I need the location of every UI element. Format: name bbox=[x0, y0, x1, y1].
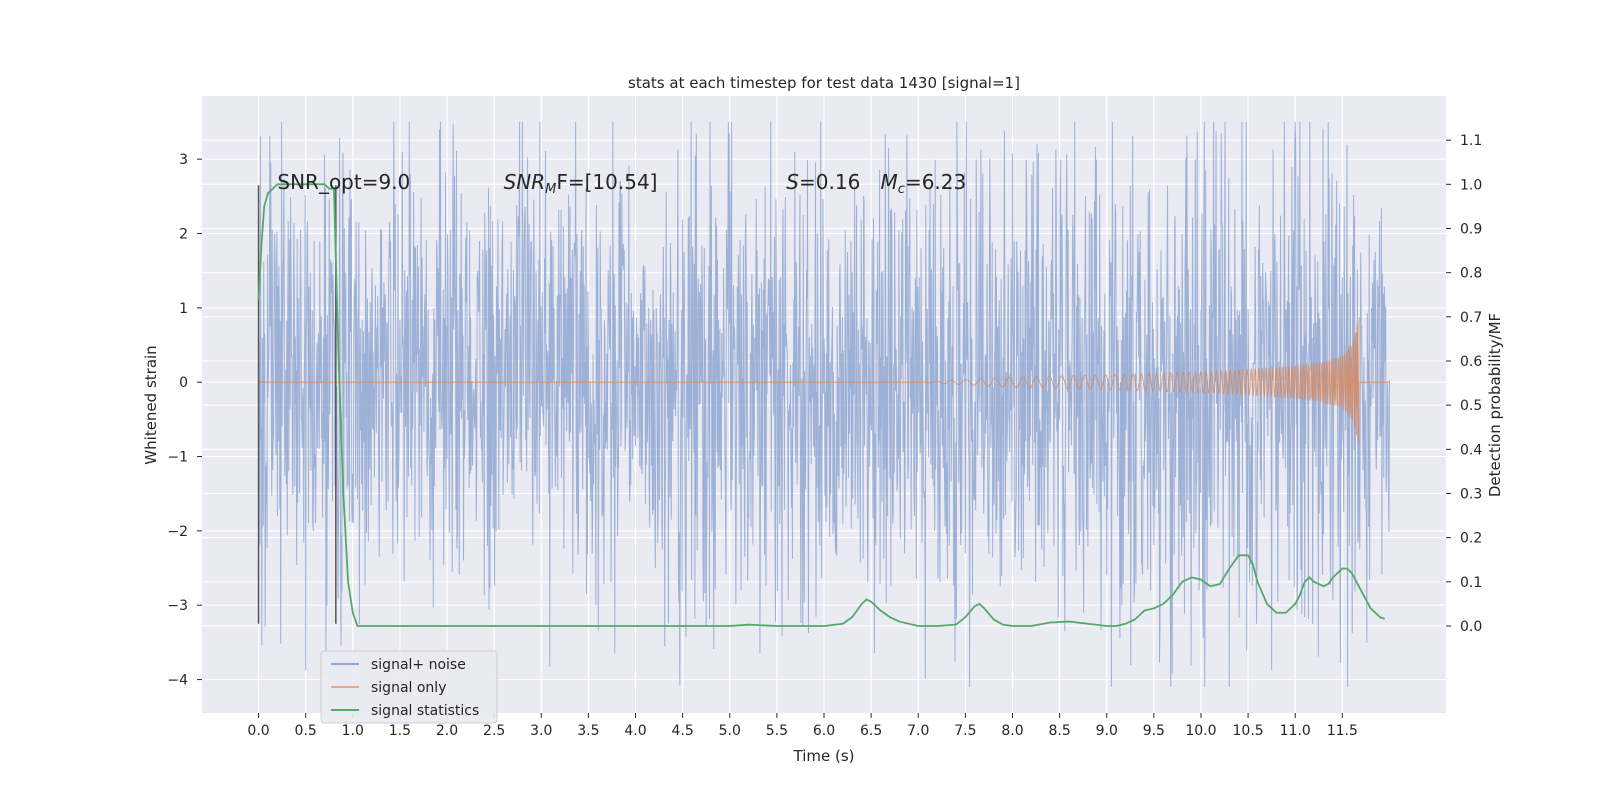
y2-tick-label: 1.0 bbox=[1460, 177, 1482, 193]
x-tick-label: 5.0 bbox=[719, 723, 741, 739]
annotation: SNRMF=[10.54] bbox=[504, 170, 658, 197]
y-axis-ticks: −4 −3 −2 −1 0 1 2 3 bbox=[167, 152, 202, 689]
x-tick-label: 7.5 bbox=[954, 723, 976, 739]
signal-noise-series bbox=[258, 122, 1390, 687]
annotation-main: SNR bbox=[504, 170, 546, 194]
annotations: SNR_opt=9.0 SNRMF=[10.54] S=0.16 Mc=6.23 bbox=[277, 170, 966, 197]
x-tick-label: 2.0 bbox=[436, 723, 458, 739]
y2-tick-label: 0.1 bbox=[1460, 575, 1482, 591]
y2-axis-ticks: 0.0 0.1 0.2 0.3 0.4 0.5 0.6 0.7 0.8 0.9 1.0 1.1 bbox=[1446, 133, 1482, 635]
x-tick-label: 5.5 bbox=[766, 723, 788, 739]
y-tick-label: −4 bbox=[167, 673, 188, 689]
annotation-rest: =0.16 bbox=[799, 170, 860, 194]
legend: signal+ noise signal only signal statistic… bbox=[320, 650, 498, 724]
annotation-main: SNR_opt=9.0 bbox=[277, 170, 410, 194]
x-tick-label: 10.0 bbox=[1185, 723, 1216, 739]
chart-title: stats at each timestep for test data 143… bbox=[628, 74, 1020, 92]
x-tick-label: 6.0 bbox=[813, 723, 835, 739]
series-line bbox=[918, 316, 1360, 444]
y2-tick-label: 0.3 bbox=[1460, 486, 1482, 502]
annotation-sub: c bbox=[898, 182, 905, 197]
x-tick-label: 10.5 bbox=[1233, 723, 1264, 739]
x-tick-label: 3.0 bbox=[530, 723, 552, 739]
annotation-rest: =6.23 bbox=[905, 170, 966, 194]
y-tick-label: 1 bbox=[179, 301, 188, 317]
x-axis-label: Time (s) bbox=[793, 747, 855, 765]
y2-tick-label: 0.0 bbox=[1460, 619, 1482, 635]
series-line bbox=[257, 183, 1386, 627]
y2-tick-label: 0.6 bbox=[1460, 354, 1482, 370]
legend-items: signal+ noise signal only signal statistic… bbox=[331, 657, 479, 719]
legend-label: signal only bbox=[371, 680, 446, 696]
legend-box bbox=[320, 650, 498, 724]
annotation: Mc=6.23 bbox=[881, 170, 967, 197]
y2-tick-label: 0.8 bbox=[1460, 266, 1482, 282]
x-tick-label: 11.5 bbox=[1327, 723, 1358, 739]
legend-label: signal+ noise bbox=[371, 657, 466, 673]
y-tick-label: −2 bbox=[167, 524, 188, 540]
x-tick-label: 4.0 bbox=[624, 723, 646, 739]
x-tick-label: 0.5 bbox=[295, 723, 317, 739]
annotation: S=0.16 bbox=[786, 170, 860, 194]
signal-only-series bbox=[258, 316, 1390, 444]
x-tick-label: 8.5 bbox=[1048, 723, 1070, 739]
x-tick-label: 1.5 bbox=[389, 723, 411, 739]
y2-axis-label: Detection probability/MF bbox=[1486, 313, 1504, 497]
y-tick-label: −1 bbox=[167, 450, 188, 466]
y-tick-label: 3 bbox=[179, 152, 188, 168]
x-tick-label: 9.5 bbox=[1143, 723, 1165, 739]
x-tick-label: 4.5 bbox=[672, 723, 694, 739]
x-tick-label: 1.0 bbox=[342, 723, 364, 739]
x-axis-ticks: 0.0 0.5 1.0 1.5 2.0 2.5 3.0 3.5 4.0 4.5 5.0 5.5 6.0 6… bbox=[247, 713, 1358, 739]
x-tick-label: 9.0 bbox=[1096, 723, 1118, 739]
x-tick-label: 2.5 bbox=[483, 723, 505, 739]
y2-tick-label: 0.4 bbox=[1460, 442, 1482, 458]
series-line bbox=[258, 122, 1390, 687]
y-tick-label: −3 bbox=[167, 598, 188, 614]
y2-tick-label: 1.1 bbox=[1460, 133, 1482, 149]
x-tick-label: 0.0 bbox=[247, 723, 269, 739]
annotation-sub: M bbox=[545, 182, 556, 197]
x-tick-label: 6.5 bbox=[860, 723, 882, 739]
x-tick-label: 7.0 bbox=[907, 723, 929, 739]
x-tick-label: 8.0 bbox=[1001, 723, 1023, 739]
signal-statistics-series bbox=[257, 183, 1386, 627]
y-tick-label: 2 bbox=[179, 227, 188, 243]
legend-label: signal statistics bbox=[371, 703, 479, 719]
x-tick-label: 11.0 bbox=[1280, 723, 1311, 739]
y-axis-label: Whitened strain bbox=[142, 345, 160, 464]
x-tick-label: 3.5 bbox=[577, 723, 599, 739]
y2-tick-label: 0.7 bbox=[1460, 310, 1482, 326]
y2-tick-label: 0.2 bbox=[1460, 531, 1482, 547]
y2-tick-label: 0.5 bbox=[1460, 398, 1482, 414]
y-tick-label: 0 bbox=[179, 375, 188, 391]
y2-tick-label: 0.9 bbox=[1460, 221, 1482, 237]
annotation-rest: F=[10.54] bbox=[556, 170, 657, 194]
annotation-main: M bbox=[881, 170, 898, 194]
annotation-main: S bbox=[786, 170, 799, 194]
annotation: SNR_opt=9.0 bbox=[277, 170, 410, 194]
